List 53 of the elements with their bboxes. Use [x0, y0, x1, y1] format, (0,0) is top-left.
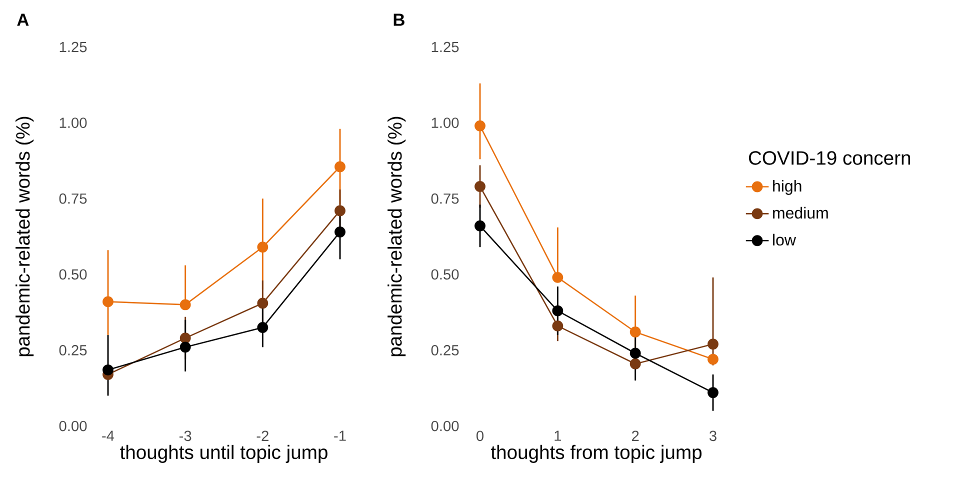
point — [474, 220, 486, 232]
x-tick-label: -3 — [179, 430, 192, 442]
point — [180, 342, 191, 353]
y-tick-label: 0.25 — [431, 345, 459, 356]
y-tick-label: 0.75 — [431, 193, 459, 204]
point — [334, 161, 346, 172]
point — [102, 296, 114, 308]
legend-label: low — [773, 234, 796, 246]
point — [180, 332, 191, 344]
point — [474, 180, 486, 192]
y-tick-label: 0.50 — [431, 269, 459, 280]
x-axis-title: thoughts from topic jump — [490, 444, 702, 463]
x-tick-label: -2 — [256, 430, 268, 441]
x-tick-label: -4 — [102, 430, 114, 441]
x-tick-label: 3 — [709, 430, 716, 442]
y-tick-label: 0.75 — [59, 193, 87, 204]
point — [552, 305, 564, 316]
legend-title: COVID-19 concern — [748, 151, 910, 165]
y-tick-label: 0.50 — [59, 269, 87, 280]
point — [630, 348, 641, 359]
point — [552, 320, 564, 332]
y-axis-title: pandemic-related words (%) — [16, 116, 34, 356]
y-tick-label: 1.00 — [432, 118, 459, 128]
x-tick-label: 0 — [476, 430, 484, 442]
chart-title: B — [394, 14, 404, 26]
x-tick-label: 1 — [554, 430, 562, 441]
point — [102, 364, 114, 376]
point — [708, 338, 718, 350]
point — [630, 358, 641, 370]
point — [552, 272, 564, 283]
point — [474, 120, 486, 132]
point — [334, 205, 346, 216]
legend-label: medium — [773, 206, 828, 219]
y-tick-label: 1.25 — [60, 42, 87, 52]
point — [257, 242, 268, 253]
x-tick-label: -1 — [334, 430, 346, 441]
y-tick-label: 1.00 — [60, 118, 87, 128]
y-tick-label: 0.00 — [59, 420, 87, 432]
y-tick-label: 0.00 — [431, 420, 459, 432]
chart-title: A — [17, 14, 29, 26]
y-tick-label: 0.25 — [59, 345, 87, 356]
point — [180, 299, 191, 310]
point — [257, 298, 268, 309]
point — [708, 354, 718, 365]
y-tick-label: 1.25 — [432, 42, 459, 52]
x-axis-title: thoughts until topic jump — [120, 444, 328, 463]
point — [334, 226, 346, 238]
point — [630, 326, 641, 338]
x-tick-label: 2 — [632, 430, 639, 441]
legend-label: high — [773, 180, 802, 195]
y-axis-title: pandemic-related words (%) — [388, 116, 406, 356]
point — [708, 387, 718, 398]
point — [257, 322, 268, 333]
